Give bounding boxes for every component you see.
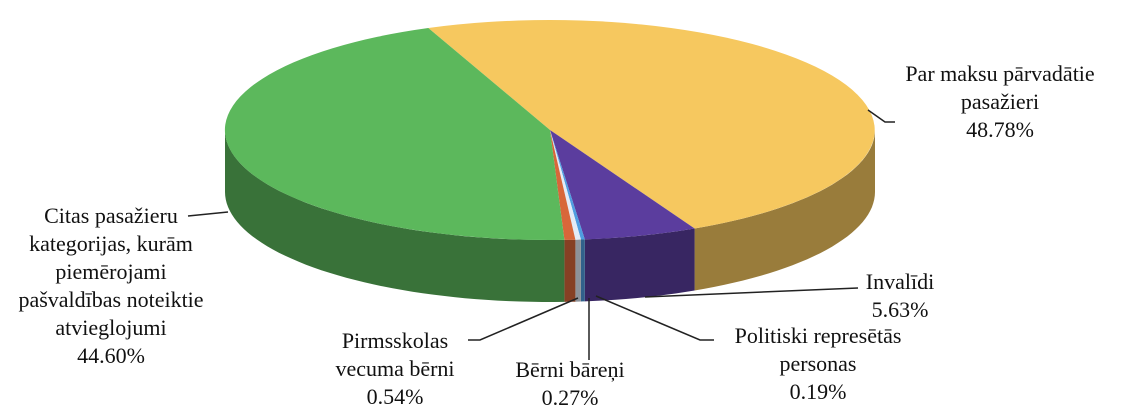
slice-label: Politiski represētās personas 0.19% xyxy=(708,322,928,406)
slice xyxy=(224,28,565,241)
value-label: 0.54% xyxy=(366,384,424,409)
slice-label: Citas pasažieru kategorijas, kurām piemē… xyxy=(15,202,207,370)
slice-side xyxy=(584,228,695,302)
slice xyxy=(550,130,576,240)
slice-side xyxy=(694,130,875,291)
leader-line xyxy=(595,295,714,341)
leader-line xyxy=(867,109,895,123)
leader-line xyxy=(187,211,229,217)
value-label: 48.78% xyxy=(966,117,1034,142)
slice-label: Invalīdi 5.63% xyxy=(850,268,950,324)
slice xyxy=(550,130,695,240)
category-label: Citas pasažieru kategorijas, kurām piemē… xyxy=(18,203,204,340)
slice-side xyxy=(225,130,565,302)
slice-side xyxy=(575,239,581,302)
slice xyxy=(550,130,585,240)
value-label: 44.60% xyxy=(77,343,145,368)
slice xyxy=(428,20,875,229)
value-label: 0.19% xyxy=(789,379,847,404)
slice-label: Bērni bāreņi 0.27% xyxy=(490,356,650,412)
category-label: Invalīdi xyxy=(865,269,935,294)
category-label: Pirmsskolas vecuma bērni xyxy=(335,328,455,381)
value-label: 5.63% xyxy=(871,297,929,322)
slice-side xyxy=(580,239,585,302)
slice-label: Pirmsskolas vecuma bērni 0.54% xyxy=(320,327,470,411)
leader-line xyxy=(468,297,579,341)
slice xyxy=(550,130,581,240)
category-label: Politiski represētās personas xyxy=(734,323,902,376)
pie xyxy=(224,20,875,302)
category-label: Bērni bāreņi xyxy=(515,357,625,382)
slice-side xyxy=(564,239,576,302)
slice-label: Par maksu pārvadātie pasažieri 48.78% xyxy=(880,60,1120,144)
category-label: Par maksu pārvadātie pasažieri xyxy=(905,61,1095,114)
value-label: 0.27% xyxy=(541,385,599,410)
leaders xyxy=(187,109,895,360)
leader-line xyxy=(644,287,859,298)
